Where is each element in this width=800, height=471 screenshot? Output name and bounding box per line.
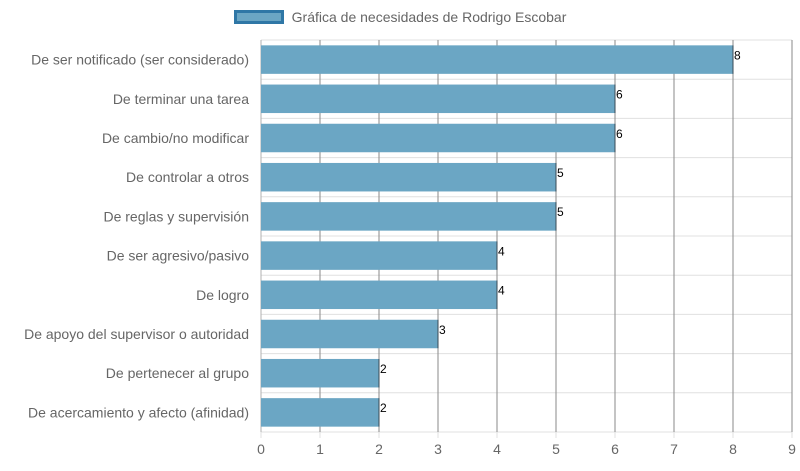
data-label: 5 (557, 205, 564, 219)
bar[interactable] (261, 398, 379, 427)
x-tick-label: 0 (257, 441, 265, 457)
data-label: 6 (616, 88, 623, 102)
category-label: De pertenecer al grupo (106, 365, 249, 381)
bar[interactable] (261, 202, 556, 231)
category-label: De ser agresivo/pasivo (107, 248, 250, 264)
data-label: 2 (380, 401, 387, 415)
category-label: De logro (196, 287, 249, 303)
bar[interactable] (261, 162, 556, 192)
bar[interactable] (261, 241, 497, 270)
data-label: 3 (439, 323, 446, 337)
bar[interactable] (261, 45, 733, 74)
bar[interactable] (261, 123, 615, 153)
legend-label: Gráfica de necesidades de Rodrigo Escoba… (291, 9, 567, 25)
category-label: De acercamiento y afecto (afinidad) (28, 404, 249, 420)
x-tick-label: 5 (552, 441, 560, 457)
bar[interactable] (261, 358, 379, 388)
data-label: 8 (734, 48, 741, 62)
data-label: 4 (498, 244, 505, 258)
bar[interactable] (261, 84, 615, 114)
data-label: 6 (616, 127, 623, 141)
x-tick-label: 8 (729, 441, 737, 457)
legend-swatch (233, 10, 284, 24)
data-label: 4 (498, 284, 505, 298)
bar[interactable] (261, 319, 438, 349)
x-tick-label: 4 (493, 441, 501, 457)
x-tick-label: 6 (611, 441, 619, 457)
category-label: De cambio/no modificar (102, 130, 249, 146)
data-label: 5 (557, 166, 564, 180)
category-label: De ser notificado (ser considerado) (31, 52, 249, 68)
x-tick-label: 1 (316, 441, 324, 457)
category-label: De reglas y supervisión (103, 208, 249, 224)
category-label: De terminar una tarea (113, 91, 249, 107)
x-tick-label: 9 (788, 441, 796, 457)
bar[interactable] (261, 280, 497, 310)
x-tick-label: 3 (434, 441, 442, 457)
chart-legend[interactable]: Gráfica de necesidades de Rodrigo Escoba… (0, 9, 800, 27)
category-label: De controlar a otros (126, 169, 249, 185)
category-label: De apoyo del supervisor o autoridad (24, 326, 249, 342)
x-tick-label: 7 (670, 441, 678, 457)
x-tick-label: 2 (375, 441, 383, 457)
data-label: 2 (380, 362, 387, 376)
